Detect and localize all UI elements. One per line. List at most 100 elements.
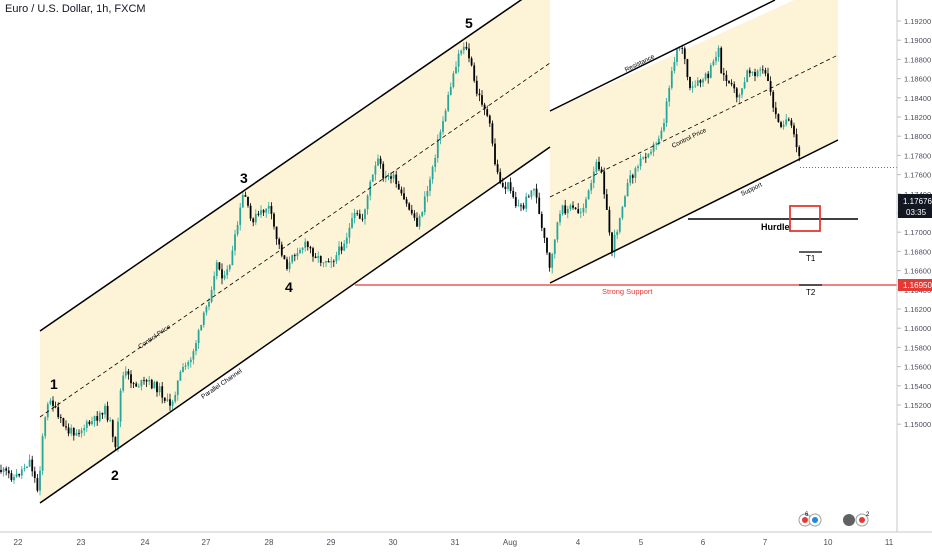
candle-body — [475, 80, 478, 94]
candle-body — [647, 153, 650, 158]
candle-body — [618, 217, 621, 232]
candle-body — [598, 161, 600, 170]
last-price-badge: 1.17676 03:35 — [898, 194, 932, 218]
earnings-icon[interactable]: 2 — [843, 512, 870, 527]
candle-body — [26, 466, 28, 469]
candle-body — [621, 206, 624, 218]
candle-body — [795, 134, 798, 148]
y-tick-label: 1.16800 — [904, 247, 931, 256]
candle-body — [33, 471, 36, 478]
x-tick-label: 30 — [389, 538, 398, 547]
candle-body — [785, 119, 788, 125]
candle-body — [566, 209, 569, 214]
candle-body — [639, 158, 642, 167]
candle-body — [728, 81, 730, 83]
candle-body — [746, 70, 749, 83]
candle-body — [655, 143, 658, 145]
candle-body — [335, 255, 338, 262]
candle-body — [202, 312, 205, 325]
candle-body — [228, 265, 231, 270]
candle-body — [751, 72, 754, 74]
y-tick-label: 1.18200 — [904, 113, 931, 122]
candle-body — [176, 380, 179, 395]
candle-body — [62, 418, 65, 427]
candle-body — [660, 130, 663, 139]
candle-body — [249, 205, 252, 219]
y-tick-label: 1.15000 — [904, 420, 931, 429]
candle-body — [57, 407, 60, 417]
candle-body — [546, 237, 548, 253]
candle-body — [777, 114, 780, 123]
candle-body — [36, 478, 39, 491]
candle-body — [504, 186, 507, 189]
candle-body — [278, 239, 281, 245]
candle-body — [540, 213, 543, 228]
candle-body — [527, 196, 530, 198]
candle-body — [247, 196, 249, 206]
candle-body — [379, 158, 382, 164]
candle-body — [192, 351, 195, 360]
candle-body — [244, 195, 247, 197]
candle-body — [421, 212, 424, 217]
y-tick-label: 1.15400 — [904, 382, 931, 391]
candle-body — [449, 87, 452, 95]
candle-body — [109, 420, 112, 421]
candle-body — [694, 85, 697, 87]
candle-body — [257, 213, 260, 215]
candle-body — [481, 95, 483, 105]
x-tick-label: 28 — [265, 538, 274, 547]
candle-body — [338, 246, 340, 256]
event-flag-icon[interactable]: 6 — [798, 512, 822, 527]
candle-body — [10, 473, 13, 481]
candle-body — [319, 256, 322, 263]
candle-body — [150, 379, 153, 389]
time-axis[interactable]: 22 23 24 27 28 29 30 31 Aug 4 5 6 7 10 11 — [14, 538, 894, 547]
candle-body — [322, 262, 325, 264]
candle-body — [652, 144, 655, 152]
candle-body — [561, 205, 564, 214]
candle-body — [592, 171, 595, 183]
candle-body — [462, 46, 465, 51]
candle-body — [782, 124, 785, 127]
candle-body — [520, 205, 522, 207]
channel-2-support-line — [549, 139, 839, 284]
candle-body — [254, 213, 257, 223]
candle-body — [31, 459, 34, 472]
candle-body — [670, 71, 673, 88]
channel-1-fill — [40, 0, 550, 503]
candle-body — [72, 427, 75, 436]
y-tick-label: 1.17800 — [904, 151, 931, 160]
candle-body — [442, 121, 444, 132]
candle-body — [332, 261, 335, 263]
candle-body — [223, 275, 226, 279]
candle-body — [634, 168, 637, 178]
candle-body — [377, 158, 379, 166]
candle-body — [787, 119, 790, 121]
candle-body — [405, 199, 408, 204]
candle-body — [345, 237, 348, 244]
y-tick-label: 1.18000 — [904, 132, 931, 141]
x-tick-label: 11 — [885, 538, 894, 547]
price-axis[interactable]: 1.19200 1.19000 1.18800 1.18600 1.18400 1.182… — [897, 17, 931, 429]
candle-body — [717, 47, 720, 57]
candle-body — [101, 412, 104, 415]
candle-body — [348, 227, 351, 238]
candle-body — [400, 189, 403, 194]
candle-body — [296, 253, 299, 257]
candle-body — [748, 70, 751, 74]
candle-body — [702, 79, 704, 83]
x-tick-label: 10 — [824, 538, 833, 547]
wave-label-1: 1 — [50, 376, 58, 392]
candle-body — [689, 77, 691, 88]
candle-body — [431, 167, 434, 180]
candle-body — [140, 380, 143, 387]
candle-body — [205, 306, 208, 313]
candle-body — [444, 110, 447, 122]
candle-body — [488, 115, 491, 124]
candle-body — [499, 172, 502, 183]
symbol-title: Euro / U.S. Dollar, 1h, FXCM — [5, 3, 146, 15]
candle-body — [197, 330, 200, 344]
candle-body — [0, 470, 2, 472]
